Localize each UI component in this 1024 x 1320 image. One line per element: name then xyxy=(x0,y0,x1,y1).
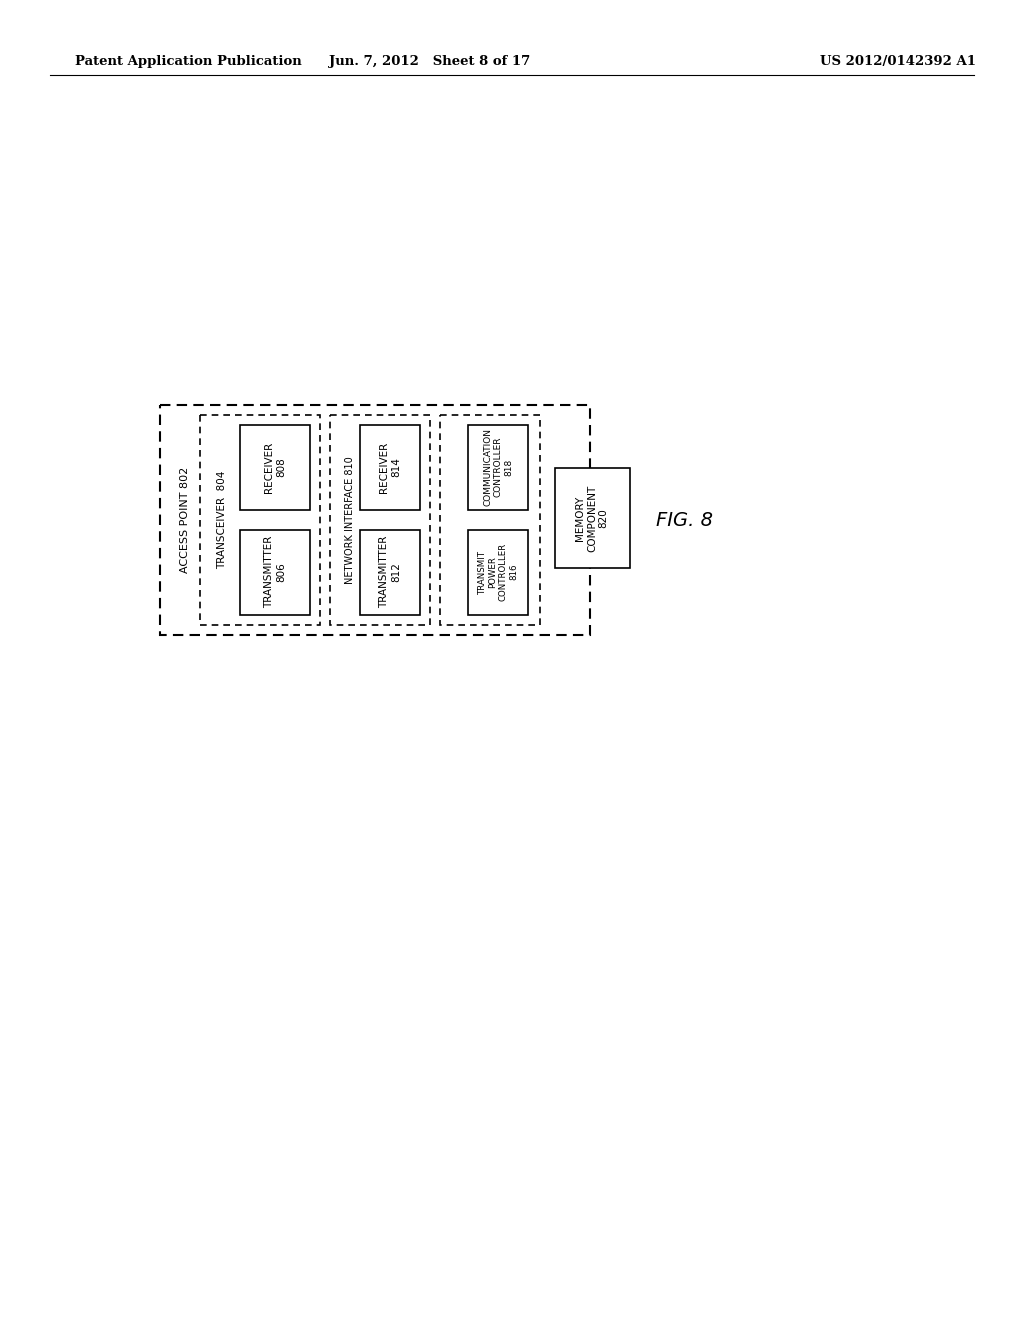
Text: Patent Application Publication: Patent Application Publication xyxy=(75,55,302,69)
Text: TRANSMITTER
806: TRANSMITTER 806 xyxy=(264,536,286,609)
Bar xyxy=(555,469,630,568)
Bar xyxy=(440,414,540,624)
Bar xyxy=(360,531,420,615)
Text: TRANSCEIVER  804: TRANSCEIVER 804 xyxy=(217,471,227,569)
Bar xyxy=(360,425,420,510)
Text: Jun. 7, 2012   Sheet 8 of 17: Jun. 7, 2012 Sheet 8 of 17 xyxy=(330,55,530,69)
Bar xyxy=(330,414,430,624)
Bar xyxy=(468,425,528,510)
Text: RECEIVER
814: RECEIVER 814 xyxy=(379,441,400,492)
Bar xyxy=(200,414,319,624)
Text: US 2012/0142392 A1: US 2012/0142392 A1 xyxy=(820,55,976,69)
Bar xyxy=(468,531,528,615)
Bar xyxy=(240,425,310,510)
Bar xyxy=(240,531,310,615)
Text: ACCESS POINT 802: ACCESS POINT 802 xyxy=(180,467,190,573)
Text: TRANSMITTER
812: TRANSMITTER 812 xyxy=(379,536,400,609)
Text: NETWORK INTERFACE 810: NETWORK INTERFACE 810 xyxy=(345,457,355,583)
Text: RECEIVER
808: RECEIVER 808 xyxy=(264,441,286,492)
Text: FIG. 8: FIG. 8 xyxy=(656,511,714,529)
Bar xyxy=(160,405,590,635)
Text: COMMUNICATION
CONTROLLER
818: COMMUNICATION CONTROLLER 818 xyxy=(483,428,513,506)
Text: TRANSMIT
POWER
CONTROLLER
816: TRANSMIT POWER CONTROLLER 816 xyxy=(478,543,518,601)
Text: MEMORY
COMPONENT
820: MEMORY COMPONENT 820 xyxy=(575,484,608,552)
